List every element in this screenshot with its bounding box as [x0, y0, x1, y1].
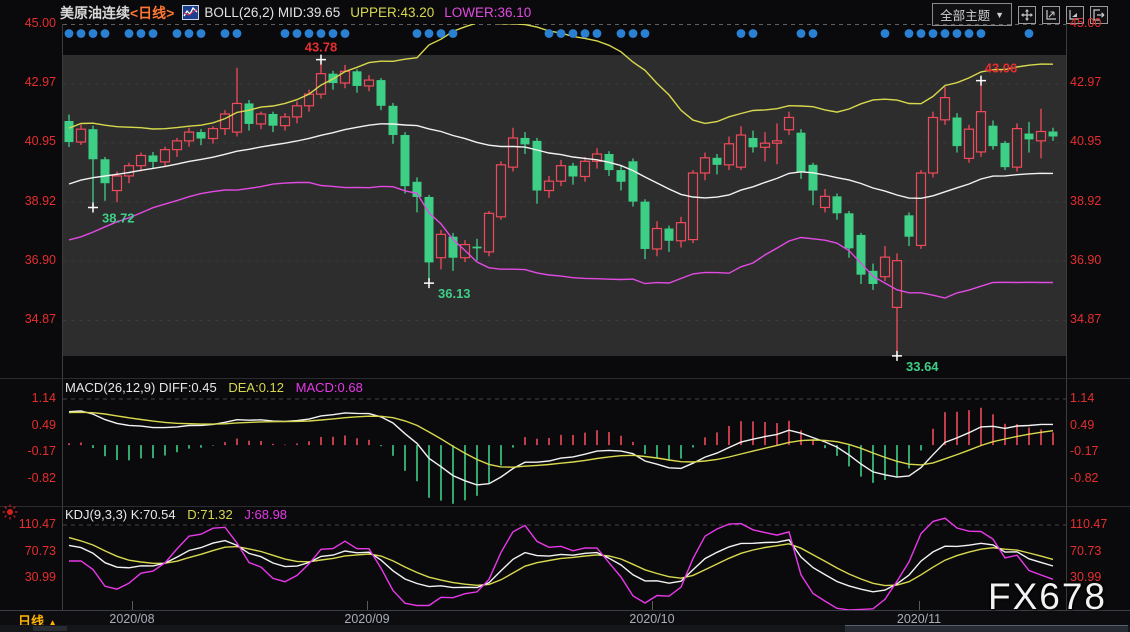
kdj-readout-row: KDJ(9,3,3) K:70.54 D:71.32 J:68.98	[65, 507, 287, 522]
scrollbar-thumb[interactable]	[845, 625, 1128, 632]
price-annotation: 36.13	[438, 286, 471, 301]
pan-icon	[1021, 8, 1033, 21]
kdj-axis-label-right: 110.47	[1070, 517, 1108, 531]
macd-axis-label-right: 0.49	[1070, 418, 1095, 432]
fx678-watermark: FX678	[988, 576, 1108, 617]
header-toolbar: 全部主题 ▼	[932, 3, 1108, 26]
date-tick	[132, 601, 133, 610]
date-label: 2020/10	[629, 612, 675, 626]
kdj-d-value: D:71.32	[187, 507, 233, 522]
zoom-y-axis-icon	[1069, 9, 1079, 20]
chevron-down-icon: ▼	[995, 9, 1004, 20]
date-tick	[919, 601, 920, 610]
theme-dropdown-label: 全部主题	[940, 9, 991, 23]
price-axis-label-left: 34.87	[24, 312, 56, 326]
date-label: 2020/11	[896, 612, 942, 626]
macd-axis-label-left: 1.14	[31, 391, 56, 405]
boll-lower-value: LOWER:36.10	[444, 5, 532, 20]
kdj-j-value: J:68.98	[244, 507, 288, 522]
exit-icon	[1093, 8, 1105, 21]
header-bar: 美原油连续 <日线> BOLL(26,2) MID:39.65 UPPER:43…	[0, 0, 1130, 25]
kdj-chart-canvas[interactable]	[63, 515, 1066, 610]
date-label: 2020/08	[109, 612, 155, 626]
panel-divider-macd-kdj	[0, 506, 1130, 507]
price-annotation: 38.72	[102, 210, 135, 225]
time-axis-bar	[0, 610, 1130, 626]
kdj-title: KDJ(9,3,3) K:70.54	[65, 507, 176, 522]
date-tick	[652, 601, 653, 610]
macd-axis-label-left: 0.49	[31, 418, 56, 432]
period-tag: <日线>	[130, 4, 175, 21]
chart-icon	[182, 5, 200, 20]
horizontal-scrollbar[interactable]	[0, 625, 1130, 632]
kdj-axis-label-right: 70.73	[1070, 544, 1102, 558]
macd-axis-label-left: -0.82	[27, 471, 57, 485]
zoom-y-axis-button[interactable]	[1066, 5, 1084, 24]
price-axis-label-right: 40.95	[1070, 134, 1102, 148]
price-annotation: 43.06	[985, 61, 1018, 76]
zoom-x-axis-button[interactable]	[1042, 5, 1060, 24]
price-axis-label-right: 42.97	[1070, 75, 1102, 89]
alert-sun-icon	[2, 504, 18, 520]
kdj-k-value: K:70.54	[130, 507, 176, 522]
zoom-x-axis-icon	[1046, 9, 1056, 20]
kdj-axis-label-left: 110.47	[18, 517, 56, 531]
macd-readout-row: MACD(26,12,9) DIFF:0.45 DEA:0.12 MACD:0.…	[65, 380, 363, 395]
kdj-axis-label-right: 30.99	[1070, 570, 1102, 584]
price-axis-label-right: 45.00	[1070, 16, 1102, 30]
triangle-up-icon: ▲	[47, 618, 58, 629]
macd-macd-value: MACD:0.68	[295, 380, 363, 395]
date-label: 2020/09	[344, 612, 390, 626]
price-axis-label-right: 36.90	[1070, 253, 1102, 267]
macd-axis-label-right: -0.82	[1070, 471, 1099, 485]
kdj-axis-label-left: 70.73	[24, 544, 56, 558]
price-axis-label-left: 36.90	[24, 253, 56, 267]
price-axis-label-left: 38.92	[24, 194, 56, 208]
theme-dropdown[interactable]: 全部主题 ▼	[932, 3, 1012, 26]
left-axis-line	[62, 24, 63, 610]
boll-mid-value: MID:39.65	[277, 5, 341, 20]
pan-button[interactable]	[1018, 5, 1036, 24]
macd-title: MACD(26,12,9) DIFF:0.45	[65, 380, 217, 395]
macd-axis-label-right: 1.14	[1070, 391, 1095, 405]
price-axis-label-left: 42.97	[24, 75, 56, 89]
macd-axis-label-right: -0.17	[1070, 444, 1099, 458]
kdj-axis-label-left: 30.99	[24, 570, 56, 584]
main-candlestick-chart-canvas[interactable]: 43.78 38.72 36.13 33.64 43.06	[63, 24, 1066, 378]
boll-upper-value: UPPER:43.20	[350, 5, 435, 20]
price-axis-label-right: 38.92	[1070, 194, 1102, 208]
symbol-name: 美原油连续	[60, 4, 130, 21]
price-axis-label-left: 40.95	[24, 134, 56, 148]
exit-chart-button[interactable]	[1090, 5, 1108, 24]
price-annotation: 43.78	[305, 40, 338, 55]
price-annotation: 33.64	[906, 359, 939, 374]
right-axis-line	[1066, 24, 1067, 610]
macd-chart-canvas[interactable]	[63, 390, 1066, 506]
price-axis-label-left: 45.00	[24, 16, 56, 30]
macd-diff-value: DIFF:0.45	[158, 380, 217, 395]
boll-params-label: BOLL(26,2) MID:39.65	[204, 5, 341, 20]
panel-divider-main-macd	[0, 378, 1130, 379]
macd-dea-value: DEA:0.12	[228, 380, 285, 395]
price-axis-label-right: 34.87	[1070, 312, 1102, 326]
scrollbar-left-segment	[33, 626, 67, 631]
macd-axis-label-left: -0.17	[27, 444, 57, 458]
date-tick	[367, 601, 368, 610]
